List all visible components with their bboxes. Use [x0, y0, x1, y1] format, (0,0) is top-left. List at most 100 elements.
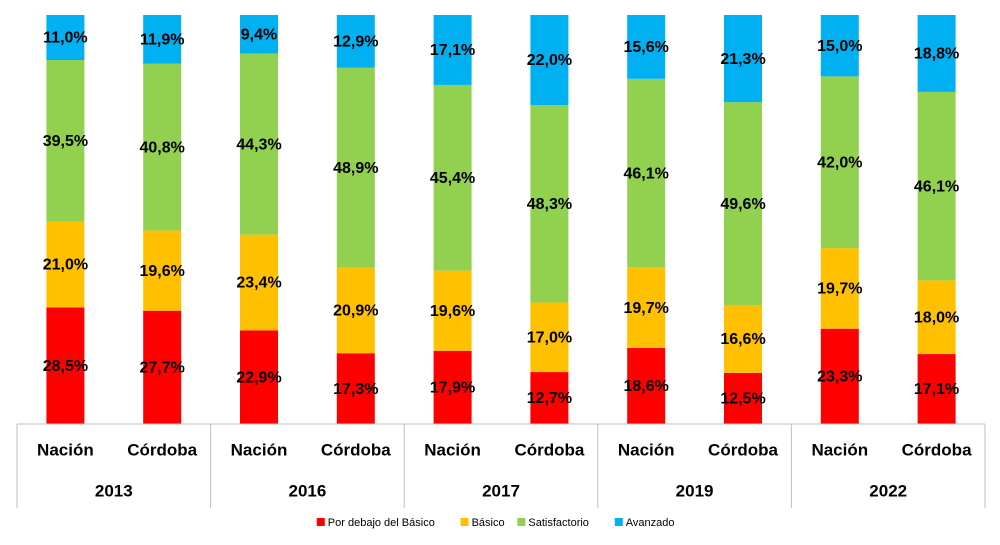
value-label: 44,3%	[236, 136, 281, 153]
x-tick-label: Córdoba	[127, 440, 197, 459]
value-label: 17,1%	[914, 381, 959, 398]
group-label: 2016	[288, 481, 326, 500]
bar-segment	[46, 15, 85, 60]
bar-segment	[46, 221, 85, 308]
value-label: 17,3%	[333, 381, 378, 398]
bar-segment	[724, 15, 762, 103]
bar-segment	[143, 230, 182, 311]
bar-segment	[433, 84, 472, 271]
value-label: 16,6%	[720, 331, 765, 348]
value-label: 39,5%	[43, 133, 88, 150]
value-label: 48,3%	[527, 196, 572, 213]
bar-segment	[46, 307, 85, 424]
legend-label: Avanzado	[626, 517, 675, 529]
value-label: 12,7%	[527, 390, 572, 407]
bar-segment	[433, 350, 472, 424]
value-label: 21,3%	[720, 51, 765, 68]
legend-label: Básico	[472, 517, 505, 529]
x-tick-label: Córdoba	[708, 440, 778, 459]
value-label: 18,8%	[914, 46, 959, 63]
legend-label: Satisfactorio	[528, 517, 589, 529]
bar-segment	[240, 53, 278, 235]
value-label: 11,0%	[43, 30, 87, 47]
bar-segment	[820, 15, 859, 77]
bar-segment	[530, 104, 569, 303]
bar-segment	[917, 280, 956, 355]
bar-segment	[143, 310, 182, 424]
bar-segment	[336, 67, 375, 268]
bar-segment	[46, 59, 85, 222]
x-tick-label: Córdoba	[514, 440, 584, 459]
value-label: 9,4%	[241, 26, 277, 43]
value-label: 23,4%	[236, 275, 281, 292]
bar-segment	[530, 15, 569, 105]
group-label: 2019	[676, 481, 714, 500]
bar-segment	[627, 15, 666, 79]
bar-segment	[433, 270, 472, 351]
bar-segment	[627, 267, 666, 348]
bar-segment	[433, 15, 472, 85]
value-label: 19,7%	[624, 300, 669, 317]
value-label: 46,1%	[914, 178, 959, 195]
legend-swatch	[316, 518, 325, 526]
value-label: 19,7%	[817, 281, 862, 298]
bar-segment	[143, 15, 182, 64]
value-label: 11,9%	[140, 32, 184, 49]
bar-segment	[240, 330, 278, 424]
legend-swatch	[460, 518, 469, 526]
bar-segment	[627, 78, 666, 268]
bar-segment	[240, 15, 278, 54]
bar-segment	[820, 76, 859, 249]
x-tick-label: Nación	[618, 440, 675, 459]
legend-label: Por debajo del Básico	[328, 517, 435, 529]
value-label: 22,0%	[527, 52, 572, 69]
bar-segment	[724, 372, 762, 424]
x-tick-label: Nación	[811, 440, 868, 459]
bar-segment	[530, 302, 569, 373]
x-tick-label: Nación	[37, 440, 94, 459]
bar-segment	[917, 91, 956, 281]
group-label: 2022	[869, 481, 907, 500]
value-label: 19,6%	[140, 263, 185, 280]
value-label: 27,7%	[140, 360, 185, 377]
value-label: 48,9%	[333, 160, 378, 177]
bar-segment	[336, 353, 375, 424]
value-label: 15,0%	[817, 38, 862, 55]
value-label: 46,1%	[624, 165, 669, 182]
value-label: 23,3%	[817, 369, 862, 386]
value-label: 18,0%	[914, 309, 959, 326]
bar-segment	[917, 15, 956, 92]
legend-swatch	[517, 518, 526, 526]
bar-segment	[820, 328, 859, 424]
bar-segment	[724, 304, 762, 373]
bar-segment	[724, 102, 762, 305]
group-label: 2013	[95, 481, 133, 500]
value-label: 28,5%	[43, 358, 88, 375]
x-tick-label: Córdoba	[321, 440, 391, 459]
bar-segment	[917, 354, 956, 424]
group-label: 2017	[482, 481, 520, 500]
legend-swatch	[614, 518, 623, 526]
value-label: 40,8%	[140, 139, 185, 156]
value-label: 17,9%	[430, 380, 475, 397]
value-label: 20,9%	[333, 303, 378, 320]
value-label: 42,0%	[817, 154, 862, 171]
bar-segment	[336, 267, 375, 354]
x-tick-label: Nación	[424, 440, 481, 459]
value-label: 45,4%	[430, 170, 475, 187]
value-label: 18,6%	[624, 378, 669, 395]
value-label: 49,6%	[720, 196, 765, 213]
bar-segment	[530, 372, 569, 424]
bar-segment	[336, 15, 375, 68]
value-label: 22,9%	[236, 369, 281, 386]
value-label: 17,1%	[430, 42, 475, 59]
value-label: 21,0%	[43, 257, 88, 274]
bar-segment	[820, 248, 859, 329]
value-label: 15,6%	[624, 39, 669, 56]
value-label: 12,9%	[333, 34, 378, 51]
bar-segment	[627, 347, 666, 424]
x-tick-label: Córdoba	[902, 440, 972, 459]
x-tick-label: Nación	[231, 440, 288, 459]
bar-segment	[143, 63, 182, 231]
value-label: 19,6%	[430, 303, 475, 320]
